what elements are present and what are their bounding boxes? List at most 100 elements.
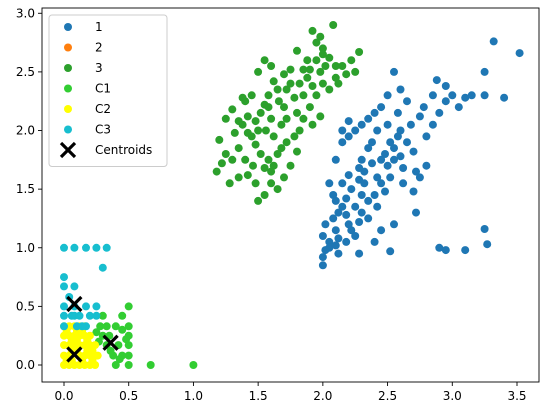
point-series-1-35 [415, 112, 424, 121]
point-series-3-24 [293, 108, 301, 117]
point-series-3-68 [325, 85, 334, 94]
point-series-1-64 [325, 179, 334, 188]
point-series-1-62 [338, 138, 347, 147]
point-series-3-36 [338, 62, 347, 70]
point-series-c3-13 [82, 302, 90, 311]
point-series-1-12 [351, 232, 360, 240]
point-series-1-96 [461, 246, 470, 255]
y-tick-label: 0.0 [16, 358, 35, 372]
point-series-1-66 [334, 208, 343, 217]
point-series-3-81 [221, 114, 230, 123]
point-series-1-57 [370, 108, 379, 117]
point-series-1-105 [344, 171, 353, 180]
point-series-c3-1 [60, 273, 68, 282]
y-tick-label: 2.0 [16, 124, 35, 138]
point-series-c1-18 [111, 361, 120, 369]
legend-label: 3 [95, 61, 103, 75]
point-series-3-37 [342, 70, 351, 79]
point-series-c1-4 [124, 351, 133, 360]
point-series-c1-10 [102, 322, 111, 331]
point-series-c1-5 [124, 361, 133, 369]
y-tick-label: 1.0 [16, 241, 35, 255]
point-series-3-29 [308, 82, 317, 90]
point-series-c1-17 [118, 325, 127, 334]
point-series-3-22 [286, 79, 295, 88]
point-series-3-84 [308, 26, 317, 35]
point-series-1-38 [428, 120, 437, 129]
point-series-c3-20 [85, 311, 94, 320]
point-series-c3-23 [67, 311, 76, 320]
point-series-1-16 [357, 208, 366, 217]
point-series-c3-2 [60, 282, 68, 291]
point-series-1-28 [396, 126, 405, 135]
legend-label: C1 [95, 82, 111, 96]
legend-label: 2 [95, 41, 103, 55]
point-series-c3-21 [78, 322, 87, 331]
point-series-3-41 [316, 32, 325, 41]
point-series-1-90 [338, 126, 347, 135]
point-series-1-88 [393, 108, 402, 117]
point-series-1-29 [390, 155, 398, 164]
point-series-c3-4 [60, 311, 68, 320]
point-series-3-73 [293, 46, 301, 55]
point-series-3-34 [325, 53, 334, 62]
point-series-3-12 [254, 126, 263, 135]
point-series-1-109 [396, 152, 405, 161]
point-series-1-59 [357, 120, 366, 129]
point-series-3-66 [312, 91, 321, 100]
point-series-3-63 [290, 132, 299, 141]
point-series-3-97 [249, 161, 257, 170]
point-series-1-55 [383, 91, 392, 100]
point-series-1-75 [409, 187, 418, 196]
point-series-c1-9 [111, 322, 120, 331]
legend-label: C2 [95, 102, 111, 116]
point-series-c3-3 [60, 302, 68, 311]
point-series-1-45 [480, 91, 489, 100]
point-series-3-79 [234, 117, 243, 126]
point-series-c3-12 [102, 243, 111, 252]
point-series-1-100 [415, 173, 424, 182]
legend-label: C3 [95, 123, 111, 137]
point-series-3-17 [269, 132, 278, 141]
point-series-3-46 [247, 91, 256, 100]
point-series-1-20 [368, 159, 376, 168]
point-series-1-92 [386, 247, 395, 256]
legend-marker [64, 105, 72, 113]
point-series-1-41 [448, 91, 457, 100]
point-series-3-16 [267, 114, 276, 123]
point-series-3-89 [260, 164, 269, 172]
point-series-3-1 [217, 159, 226, 168]
point-series-1-13 [342, 194, 351, 203]
point-series-3-87 [316, 112, 325, 121]
point-series-1-54 [390, 67, 398, 76]
point-series-3-48 [260, 191, 269, 199]
point-series-1-74 [399, 179, 408, 188]
x-tick-label: 1.0 [184, 389, 203, 403]
x-tick-label: 2.5 [378, 389, 397, 403]
point-series-1-7 [331, 226, 340, 235]
point-series-3-94 [282, 114, 291, 123]
legend-label: 1 [95, 20, 103, 34]
point-series-3-6 [230, 128, 239, 137]
point-series-3-77 [251, 117, 260, 126]
point-series-3-30 [312, 56, 321, 65]
point-series-3-39 [351, 67, 360, 76]
data-points-layer [60, 21, 524, 369]
point-series-3-28 [305, 65, 314, 74]
point-series-3-13 [256, 108, 265, 117]
point-series-3-5 [234, 144, 243, 153]
point-series-3-23 [290, 93, 299, 102]
point-series-3-52 [243, 171, 252, 180]
point-series-3-72 [303, 56, 312, 65]
point-series-1-72 [381, 187, 389, 196]
point-series-1-50 [432, 76, 441, 85]
point-series-3-18 [273, 150, 282, 158]
point-series-1-78 [377, 226, 386, 235]
point-series-3-32 [318, 44, 327, 53]
point-series-3-67 [318, 79, 327, 88]
point-series-1-71 [373, 202, 382, 211]
point-series-3-57 [277, 144, 286, 153]
point-series-3-70 [295, 79, 304, 88]
point-series-3-11 [251, 140, 260, 149]
point-series-1-80 [357, 191, 366, 199]
